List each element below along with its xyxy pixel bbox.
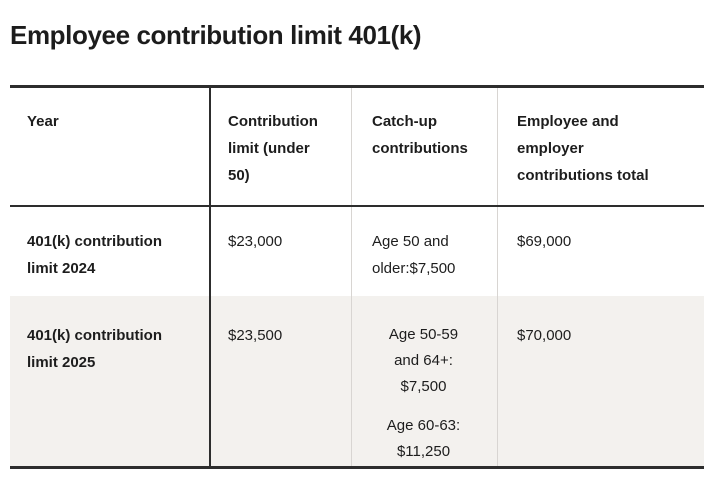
catchup-line: Age 50-59 bbox=[388, 326, 459, 343]
header-line: limit (under bbox=[228, 140, 310, 157]
table-row-2024: 401(k) contribution limit 2024 $23,000 A… bbox=[10, 207, 704, 296]
catchup-line: Age 60-63: bbox=[386, 417, 461, 434]
header-line: employer bbox=[517, 140, 584, 157]
catchup-line: older:$7,500 bbox=[372, 260, 456, 277]
header-line: contributions bbox=[372, 140, 468, 157]
header-cell-contribution-limit: Contribution limit (under 50) bbox=[211, 88, 352, 205]
cell-2024-limit: $23,000 bbox=[211, 207, 352, 296]
page-title: Employee contribution limit 401(k) bbox=[10, 20, 422, 50]
catchup-paragraph: Age 60-63: $11,250 bbox=[362, 413, 485, 465]
header-line: Year bbox=[27, 113, 59, 130]
cell-2025-catchup: Age 50-59 and 64+: $7,500 Age 60-63: $11… bbox=[352, 296, 498, 466]
header-line: Contribution bbox=[228, 113, 318, 130]
header-cell-catchup: Catch-up contributions bbox=[352, 88, 498, 205]
catchup-line: $7,500 bbox=[400, 378, 447, 395]
cell-2024-year: 401(k) contribution limit 2024 bbox=[10, 207, 211, 296]
catchup-paragraph: Age 50-59 and 64+: $7,500 bbox=[362, 322, 485, 400]
cell-2025-year: 401(k) contribution limit 2025 bbox=[10, 296, 211, 466]
cell-2024-catchup: Age 50 and older:$7,500 bbox=[352, 207, 498, 296]
header-cell-year: Year bbox=[10, 88, 211, 205]
cell-2024-total: $69,000 bbox=[517, 233, 572, 250]
header-cell-total: Employee and employer contributions tota… bbox=[498, 88, 704, 205]
header-line: contributions total bbox=[517, 167, 649, 184]
cell-2025-total: $70,000 bbox=[498, 296, 704, 466]
year-line: limit 2025 bbox=[27, 354, 96, 371]
header-line: Employee and bbox=[517, 113, 619, 130]
catchup-paragraph: Age 50 and older:$7,500 bbox=[372, 228, 489, 282]
year-line: 401(k) contribution bbox=[27, 327, 163, 344]
catchup-line: and 64+: bbox=[394, 352, 453, 369]
table-row-2025: 401(k) contribution limit 2025 $23,500 A… bbox=[10, 296, 704, 466]
contribution-limit-table: Year Contribution limit (under 50) Catch… bbox=[10, 85, 704, 469]
cell-2025-limit: $23,500 bbox=[211, 296, 352, 466]
table-header-row: Year Contribution limit (under 50) Catch… bbox=[10, 88, 704, 207]
header-line: 50) bbox=[228, 167, 250, 184]
catchup-line: $11,250 bbox=[396, 443, 451, 460]
year-line: limit 2024 bbox=[27, 260, 96, 277]
catchup-line: Age 50 and bbox=[372, 233, 449, 250]
year-line: 401(k) contribution bbox=[27, 233, 163, 250]
header-line: Catch-up bbox=[372, 113, 437, 130]
